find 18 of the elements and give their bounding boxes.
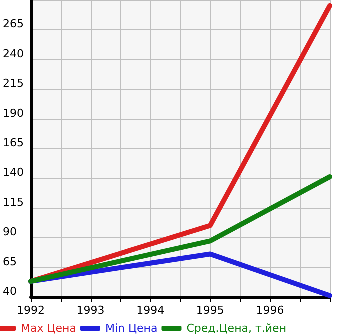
y-tick-label: 115 bbox=[3, 196, 24, 209]
legend-label: Min Цена bbox=[105, 322, 158, 335]
y-tick-label: 190 bbox=[3, 106, 24, 120]
x-tick-label: 1995 bbox=[196, 304, 224, 317]
x-tick-label: 1994 bbox=[136, 304, 165, 317]
legend-label: Max Цена bbox=[21, 322, 76, 335]
y-tick-label: 165 bbox=[3, 136, 24, 150]
y-tick-label: 40 bbox=[3, 285, 17, 298]
y-tick-label: 90 bbox=[3, 226, 17, 239]
y-tick-label: 265 bbox=[3, 18, 24, 31]
x-tick-label: 1996 bbox=[256, 304, 284, 317]
legend-label: Сред.Цена, т.йен bbox=[186, 322, 287, 335]
y-tick-label: 215 bbox=[3, 77, 24, 90]
y-tick-label: 65 bbox=[3, 255, 17, 268]
x-tick-label: 1992 bbox=[17, 304, 45, 317]
y-tick-label: 240 bbox=[3, 47, 24, 60]
y-tick-label: 140 bbox=[3, 166, 24, 180]
x-tick-label: 1993 bbox=[76, 304, 105, 317]
